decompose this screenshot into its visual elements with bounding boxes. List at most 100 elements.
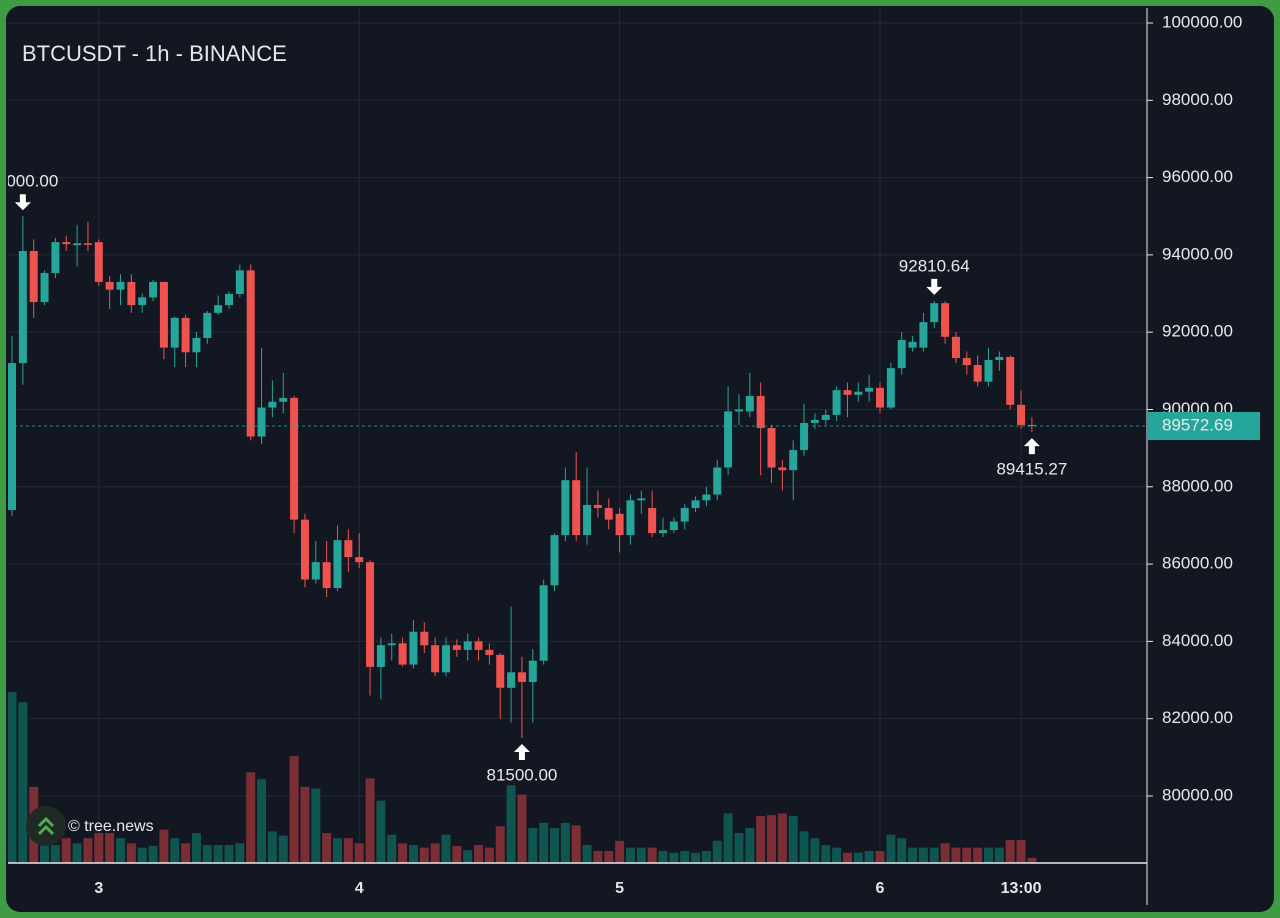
volume-bar: [929, 847, 939, 863]
annotation-arrow: [926, 278, 943, 295]
volume-bar: [365, 778, 375, 863]
watermark: © tree.news: [68, 818, 154, 835]
candle-body: [225, 293, 233, 306]
volume-bar: [1016, 839, 1026, 863]
candle-body: [800, 423, 809, 451]
candle-body: [951, 336, 960, 359]
candle-body: [908, 341, 917, 348]
annotation-arrow: [1023, 438, 1040, 455]
volume-bar: [191, 833, 201, 863]
volume-bar: [170, 838, 180, 863]
overlay: 80000.00 82000.00 84000.00 86000.00 88000.00…: [8, 8, 1260, 905]
volume-bar: [278, 835, 288, 863]
candle-body: [463, 641, 472, 650]
volume-bar: [235, 843, 245, 863]
volume-bar: [918, 847, 928, 863]
volume-bar: [691, 852, 701, 863]
volume-bar: [984, 847, 993, 863]
candle-body: [821, 414, 830, 420]
candle-body: [474, 641, 483, 650]
volume-bar: [875, 851, 885, 863]
y-tick-label: 80000.00: [1162, 785, 1233, 804]
annotation-label: 81500.00: [486, 765, 557, 784]
y-tick-label: 96000.00: [1162, 167, 1233, 186]
candle-body: [886, 368, 895, 408]
volume-bar: [767, 815, 776, 863]
volume-bar: [908, 847, 918, 863]
y-tick-label: 98000.00: [1162, 90, 1233, 109]
volume-bar: [289, 756, 299, 863]
y-tick-label: 100000.00: [1162, 12, 1242, 31]
candle-body: [680, 508, 689, 522]
candle-body: [615, 513, 624, 536]
volume-bar: [376, 800, 386, 863]
candle-body: [127, 281, 136, 306]
candle-body: [376, 645, 385, 667]
volume-bar: [680, 851, 690, 863]
candle-body: [246, 270, 255, 437]
volume-bar: [257, 779, 267, 863]
volume-bar: [821, 845, 831, 863]
volume-bar: [756, 815, 766, 863]
volume-bar: [669, 852, 679, 863]
volume-bar: [343, 838, 353, 863]
candle-body: [876, 387, 884, 408]
volume-bar: [430, 843, 440, 863]
volume-bar: [18, 702, 28, 863]
y-tick-label: 94000.00: [1162, 244, 1233, 263]
volume-bar: [463, 850, 473, 863]
candle-body: [669, 521, 678, 531]
candle-body: [257, 407, 266, 437]
volume-bar: [83, 838, 93, 863]
annotation-label: 92810.64: [899, 256, 970, 275]
candle-body: [962, 358, 971, 366]
volume-bar: [452, 845, 462, 863]
y-tick-label: 88000.00: [1162, 476, 1233, 495]
watermark-logo-mark: [37, 816, 55, 828]
candle-body: [626, 500, 635, 536]
volume-bar: [40, 838, 50, 863]
candle-body: [583, 504, 592, 536]
volume-bar: [213, 845, 223, 863]
volume-bar: [105, 833, 115, 863]
candle-body: [789, 450, 798, 471]
candle-body: [398, 643, 407, 665]
last-price-label: 89572.69: [1162, 415, 1233, 434]
x-tick-label: 6: [876, 880, 885, 897]
volume-bar: [116, 838, 125, 863]
volume-bar: [745, 827, 755, 863]
candle-body: [897, 339, 906, 369]
volume-bar: [625, 847, 635, 863]
volume-bar: [322, 833, 332, 863]
volume-bar: [528, 827, 538, 863]
candle-body: [550, 535, 559, 586]
candle-body: [279, 397, 288, 402]
y-tick-label: 82000.00: [1162, 708, 1233, 727]
volume-bar: [886, 834, 896, 863]
x-tick-label: 3: [94, 880, 103, 897]
volume-bar: [853, 852, 863, 863]
candle-body: [756, 395, 765, 429]
annotation-arrow: [513, 744, 530, 761]
y-tick-label: 92000.00: [1162, 322, 1233, 341]
candle-body: [659, 530, 667, 534]
volume-bar: [777, 813, 787, 863]
candle-body: [51, 242, 60, 274]
candle-body: [83, 243, 92, 245]
volume-bar: [495, 826, 505, 863]
candle-body: [648, 508, 657, 534]
candle-body: [170, 317, 179, 348]
candle-body: [235, 270, 244, 294]
volume-bar: [550, 827, 559, 863]
candle-body: [268, 401, 277, 408]
volume-bar: [571, 825, 581, 863]
volume-bar: [994, 847, 1004, 863]
x-tick-label: 5: [615, 880, 624, 897]
volume-bar: [246, 772, 256, 863]
candle-body: [485, 649, 494, 655]
x-tick-label: 13:00: [1001, 880, 1042, 897]
candle-body: [778, 467, 787, 471]
volume-bar: [604, 851, 614, 863]
candle-body: [333, 540, 342, 589]
candle-body: [344, 540, 353, 558]
